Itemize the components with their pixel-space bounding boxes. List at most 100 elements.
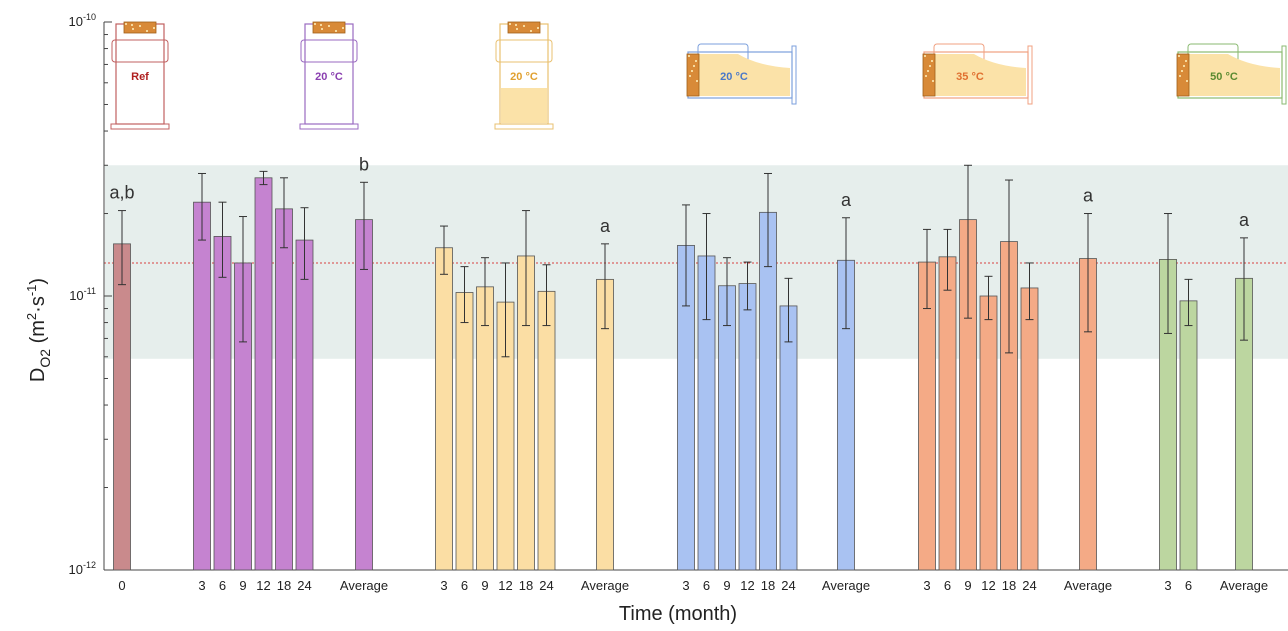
- y-tick-label-base: 10: [69, 288, 83, 303]
- x-tick-label: 9: [723, 578, 730, 593]
- y-axis-label: DO2 (m2·s-1): [24, 278, 53, 382]
- y-axis-label-sup1: 2: [24, 313, 39, 320]
- bar-value: [938, 256, 957, 571]
- cork-speckle: [515, 24, 517, 26]
- vessel-base-icon: [110, 123, 170, 130]
- x-tick-label: 12: [498, 578, 512, 593]
- significance-letter: b: [359, 154, 369, 174]
- cork-speckle: [509, 23, 511, 25]
- x-tick-label: 3: [440, 578, 447, 593]
- cork-speckle: [537, 27, 539, 29]
- vessel-label: 20 °C: [510, 71, 538, 83]
- cork-icon: [312, 21, 346, 34]
- vessel-cap-icon: [300, 39, 358, 63]
- bar-average: [355, 219, 373, 571]
- cork-speckle: [516, 28, 518, 30]
- cork-icon: [123, 21, 157, 34]
- x-tick-label: 24: [1022, 578, 1036, 593]
- y-axis-label-unit-close: ): [27, 278, 49, 285]
- vessel-label: 50 °C: [1210, 71, 1238, 83]
- x-tick-label: 6: [461, 578, 468, 593]
- y-axis-label-sup2: -1: [24, 285, 39, 297]
- x-tick-label: 3: [682, 578, 689, 593]
- cork-speckle: [328, 25, 330, 27]
- significance-letter: a: [1239, 210, 1250, 230]
- x-tick-label: 3: [1164, 578, 1171, 593]
- cork-speckle: [927, 70, 929, 72]
- bar-value: [718, 285, 736, 571]
- vessel-label: 20 °C: [315, 71, 343, 83]
- bar-value: [779, 305, 798, 571]
- vessel-label: 20 °C: [720, 71, 748, 83]
- x-tick-label: Average: [340, 578, 388, 593]
- vessel-base-icon: [494, 123, 554, 130]
- cork-speckle: [1181, 70, 1183, 72]
- y-axis-label-main: D: [27, 368, 49, 382]
- cork-speckle: [1186, 80, 1188, 82]
- vessel-cap-icon: [111, 39, 169, 63]
- cork-icon: [686, 53, 700, 97]
- cork-speckle: [1178, 55, 1180, 57]
- bar-value: [113, 243, 131, 571]
- cork-speckle: [1185, 60, 1187, 62]
- cork-speckle: [320, 24, 322, 26]
- cork-speckle: [929, 65, 931, 67]
- vessel-cap-icon: [495, 39, 553, 63]
- cork-speckle: [1183, 65, 1185, 67]
- x-tick-label: 12: [256, 578, 270, 593]
- cork-speckle: [688, 55, 690, 57]
- x-tick-label: Average: [822, 578, 870, 593]
- bar-value: [435, 247, 453, 571]
- y-tick-label-exponent: -10: [83, 12, 96, 22]
- cork-speckle: [530, 30, 532, 32]
- bar-value: [193, 201, 211, 571]
- cork-speckle: [314, 23, 316, 25]
- cork-speckle: [342, 27, 344, 29]
- cork-icon: [922, 53, 936, 97]
- liquid-fill-icon: [690, 54, 790, 96]
- cork-speckle: [695, 60, 697, 62]
- y-tick-label: 10-10: [69, 12, 96, 29]
- x-tick-label: 24: [297, 578, 311, 593]
- x-tick-label: 0: [118, 578, 125, 593]
- significance-letter: a: [841, 190, 852, 210]
- significance-letter: a: [600, 216, 611, 236]
- cork-speckle: [139, 25, 141, 27]
- cork-speckle: [689, 75, 691, 77]
- bar-value: [476, 286, 494, 571]
- significance-letter: a,b: [109, 183, 134, 203]
- vessel-label: Ref: [131, 71, 149, 83]
- cork-speckle: [696, 80, 698, 82]
- bar-value: [275, 208, 293, 571]
- cork-icon: [507, 21, 541, 34]
- y-tick-label-base: 10: [69, 562, 83, 577]
- cork-icon: [1176, 53, 1190, 97]
- x-tick-label: 18: [1002, 578, 1016, 593]
- y-tick-label: 10-12: [69, 560, 96, 577]
- y-tick-label-base: 10: [69, 14, 83, 29]
- x-tick-label: 9: [239, 578, 246, 593]
- cork-speckle: [335, 30, 337, 32]
- x-tick-label: 12: [981, 578, 995, 593]
- vessel-label: 35 °C: [956, 71, 984, 83]
- bar-value: [254, 177, 273, 571]
- cork-speckle: [932, 80, 934, 82]
- y-axis-label-sub: O2: [37, 349, 53, 368]
- x-tick-label: 3: [198, 578, 205, 593]
- x-tick-label: 12: [740, 578, 754, 593]
- x-tick-label: 6: [944, 578, 951, 593]
- cork-speckle: [693, 65, 695, 67]
- vessel-base-icon: [1027, 45, 1033, 105]
- cork-speckle: [925, 75, 927, 77]
- bar-value: [213, 236, 232, 571]
- vessel-base-icon: [299, 123, 359, 130]
- liquid-fill-icon: [1180, 54, 1280, 96]
- x-tick-label: Average: [1064, 578, 1112, 593]
- x-tick-label: 9: [964, 578, 971, 593]
- x-tick-label: 24: [781, 578, 795, 593]
- y-tick-label-exponent: -12: [83, 560, 96, 570]
- bar-value: [1020, 287, 1039, 571]
- x-tick-label: 9: [481, 578, 488, 593]
- cork-speckle: [125, 23, 127, 25]
